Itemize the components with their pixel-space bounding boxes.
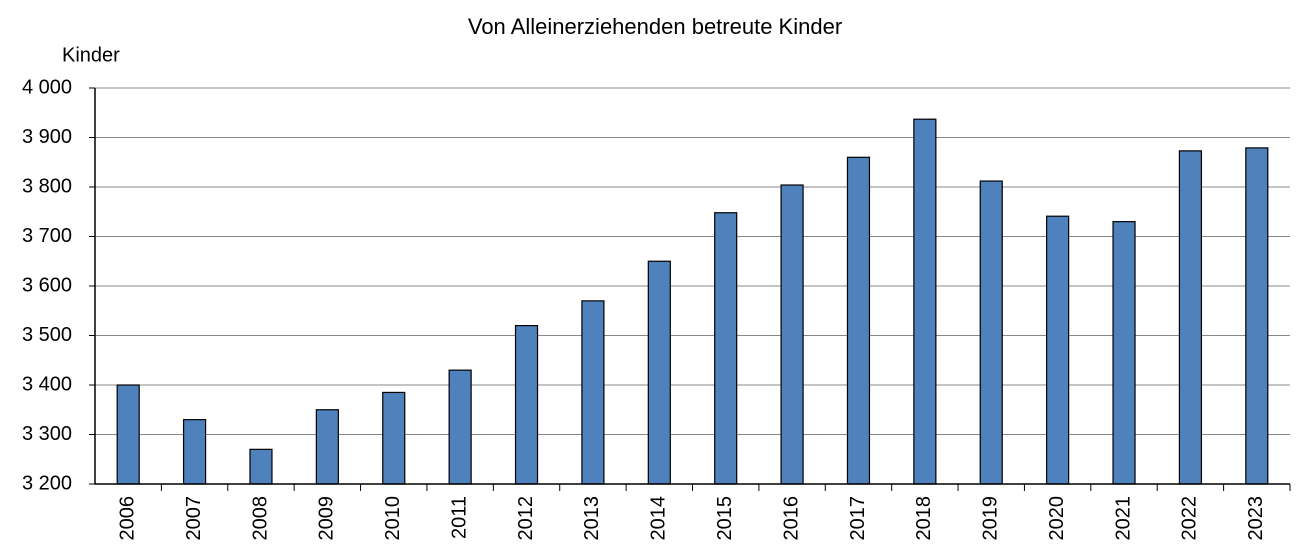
x-tick-label: 2023: [1245, 496, 1267, 541]
bar: [780, 184, 804, 485]
y-axis-label: Kinder: [62, 44, 120, 66]
y-tick-label: 3 700: [22, 225, 72, 247]
x-tick-label: 2008: [249, 496, 271, 541]
bar: [1046, 215, 1070, 485]
x-tick-label: 2010: [382, 496, 404, 541]
x-tick-label: 2016: [780, 496, 802, 541]
y-tick-label: 3 800: [22, 175, 72, 197]
x-tick-label: 2009: [316, 496, 338, 541]
bar: [581, 300, 605, 485]
x-tick-label: 2019: [980, 496, 1002, 541]
y-tick-label: 3 200: [22, 472, 72, 494]
x-tick-label: 2011: [448, 496, 470, 539]
bar: [714, 212, 738, 485]
y-tick-label: 3 900: [22, 126, 72, 148]
bar: [647, 260, 671, 485]
x-tick-label: 2015: [714, 496, 736, 541]
x-tick-label: 2022: [1179, 496, 1201, 541]
bar: [979, 180, 1003, 485]
bar: [448, 369, 472, 485]
x-tick-label: 2007: [183, 496, 205, 541]
bar: [913, 118, 937, 485]
bar: [1178, 150, 1203, 485]
bar: [182, 419, 207, 485]
bar: [1112, 221, 1136, 485]
x-tick-label: 2021: [1112, 496, 1134, 541]
y-tick-label: 3 600: [22, 274, 72, 296]
chart-title: Von Alleinerziehenden betreute Kinder: [468, 14, 842, 39]
x-tick-label: 2006: [116, 496, 138, 541]
y-tick-label: 3 400: [22, 373, 72, 395]
y-tick-label: 3 500: [22, 324, 72, 346]
bar: [514, 325, 539, 485]
x-tick-label: 2013: [581, 496, 603, 541]
bar: [116, 384, 140, 485]
bar: [846, 156, 871, 485]
x-tick-label: 2020: [1046, 496, 1068, 541]
bar: [1245, 147, 1269, 485]
x-tick-label: 2018: [913, 496, 935, 541]
bar: [382, 391, 406, 485]
y-tick-label: 4 000: [22, 76, 72, 98]
x-tick-label: 2012: [515, 496, 537, 541]
bar: [315, 409, 339, 485]
bar: [249, 448, 273, 485]
x-tick-label: 2017: [847, 496, 869, 541]
x-tick-label: 2014: [648, 496, 670, 541]
y-tick-label: 3 300: [22, 423, 72, 445]
